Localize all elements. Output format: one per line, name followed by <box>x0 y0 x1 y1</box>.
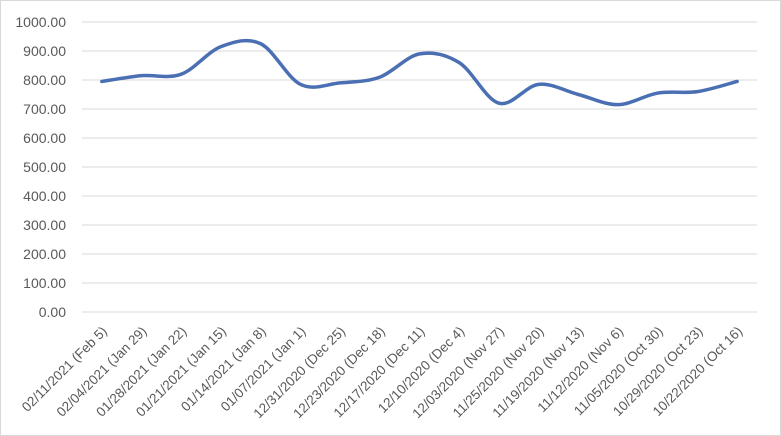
y-tick-label: 1000.00 <box>15 14 66 30</box>
y-tick-label: 500.00 <box>23 159 66 175</box>
series-lines <box>100 38 739 107</box>
y-axis-tick-labels: 0.00 100.00 200.00 300.00 400.00 500.00 600.00… <box>15 14 66 320</box>
y-tick-label: 700.00 <box>23 101 66 117</box>
y-tick-label: 300.00 <box>23 217 66 233</box>
series-line-1 <box>100 38 739 107</box>
y-tick-label: 600.00 <box>23 130 66 146</box>
y-tick-label: 900.00 <box>23 43 66 59</box>
x-axis-tick-labels: 02/11/2021 (Feb 5)02/04/2021 (Jan 29)01/… <box>19 324 745 422</box>
y-tick-label: 100.00 <box>23 275 66 291</box>
gridlines <box>82 21 757 313</box>
y-tick-label: 200.00 <box>23 246 66 262</box>
y-tick-label: 400.00 <box>23 188 66 204</box>
y-tick-label: 800.00 <box>23 72 66 88</box>
y-tick-label: 0.00 <box>39 304 66 320</box>
